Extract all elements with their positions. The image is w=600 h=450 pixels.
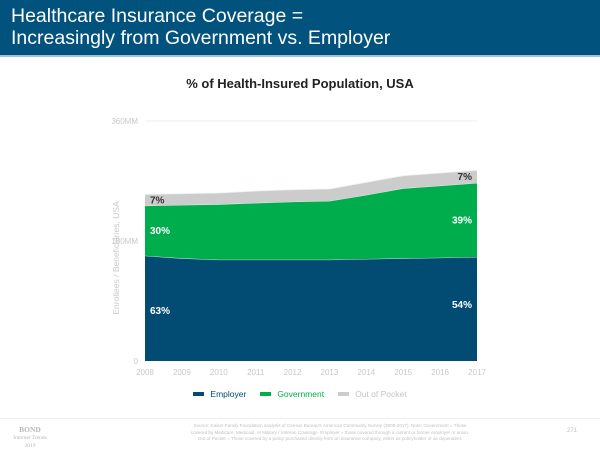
bond-year: 2019 [24,443,36,449]
data-label-employer: 63% [150,306,170,317]
legend-item-out-of-pocket: Out of Pocket [338,389,407,399]
legend-item-government: Government [260,389,324,399]
x-tick-label: 2010 [210,368,228,377]
y-axis-label: Enrollees / Beneficiaries, USA [111,201,121,315]
x-tick-label: 2014 [357,368,375,377]
legend-label-out-of-pocket: Out of Pocket [355,389,407,399]
legend-swatch-employer [193,392,205,396]
y-tick-label: 180MM [111,237,138,246]
legend-item-employer: Employer [193,389,246,399]
legend-swatch-government [260,392,272,396]
bond-subtitle: Internet Trends [13,435,47,441]
source-line: Source: Kaiser Family Foundation analysi… [193,423,467,428]
x-tick-label: 2017 [468,368,486,377]
page-number: 271 [567,428,578,434]
y-tick-label: 0 [134,357,139,366]
x-tick-label: 2008 [136,368,154,377]
bond-logo: BOND Internet Trends 2019 [10,426,50,450]
x-tick-label: 2011 [247,368,265,377]
area-government [145,183,477,260]
chart-legend: Employer Government Out of Pocket [0,389,600,399]
data-label-out-of-pocket: 7% [458,172,473,183]
x-tick-label: 2015 [394,368,412,377]
legend-label-employer: Employer [210,389,247,399]
data-label-employer: 54% [452,300,472,311]
area-out-of-pocket [145,170,477,206]
x-tick-label: 2009 [173,368,191,377]
data-label-government: 39% [452,216,472,227]
data-label-out-of-pocket: 7% [150,196,165,207]
area-edge [144,169,478,195]
legend-label-government: Government [277,389,325,399]
bond-brand: BOND [19,425,41,434]
data-label-government: 30% [150,226,170,237]
x-tick-label: 2016 [431,368,449,377]
source-line: covered by Medicare, Medicaid, or Milita… [190,429,470,435]
source-note: Source: Kaiser Family Foundation analysi… [140,423,520,443]
x-tick-label: 2013 [321,368,339,377]
legend-swatch-out-of-pocket [338,392,350,396]
footer-divider [0,418,600,419]
slide-title: Healthcare Insurance Coverage = Increasi… [11,5,391,49]
x-tick-label: 2012 [284,368,302,377]
source-line: Out of Pocket = Those covered by a polic… [197,436,463,442]
chart-title: % of Health-Insured Population, USA [186,76,414,91]
slide-header: Healthcare Insurance Coverage = Increasi… [0,0,600,57]
y-tick-label: 360MM [111,117,138,126]
area-employer [145,255,477,361]
